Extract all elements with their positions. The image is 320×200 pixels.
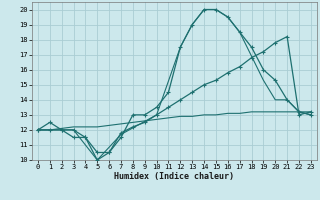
X-axis label: Humidex (Indice chaleur): Humidex (Indice chaleur) [115,172,234,181]
